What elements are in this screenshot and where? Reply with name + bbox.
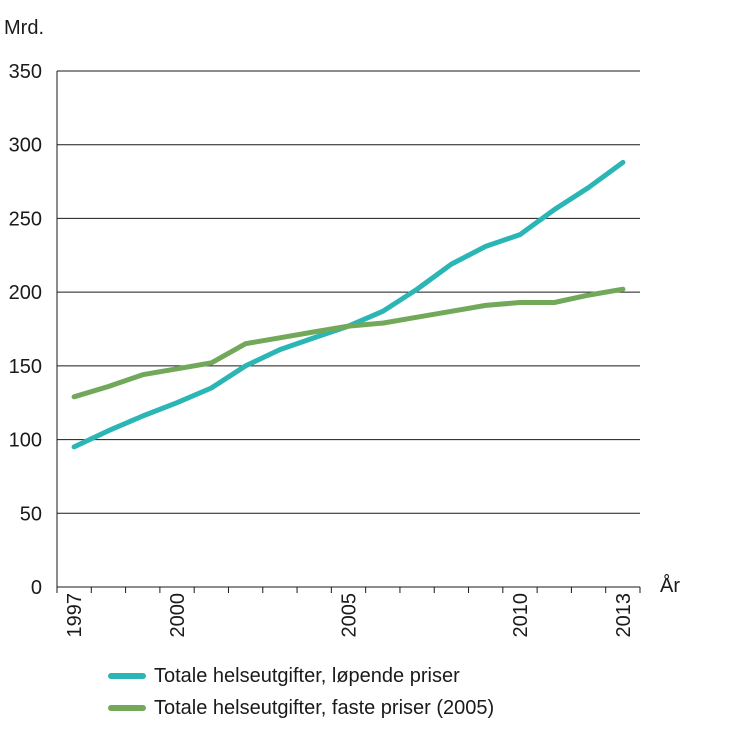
legend-label: Totale helseutgifter, faste priser (2005… bbox=[154, 696, 495, 719]
series-line bbox=[71, 286, 626, 400]
legend-swatch bbox=[108, 673, 146, 679]
y-tick-label: 250 bbox=[9, 208, 42, 230]
legend-item: Totale helseutgifter, faste priser (2005… bbox=[108, 692, 494, 724]
legend-item: Totale helseutgifter, løpende priser bbox=[108, 660, 494, 692]
x-tick-label: 2010 bbox=[510, 593, 532, 638]
y-tick-label: 150 bbox=[9, 356, 42, 378]
y-axis-label: Mrd. bbox=[4, 17, 44, 39]
y-tick-label: 300 bbox=[9, 135, 42, 157]
legend: Totale helseutgifter, løpende priser Tot… bbox=[108, 660, 494, 724]
x-axis-ticks: 1997 2000 2005 2010 2013 bbox=[64, 593, 635, 638]
x-tick-label: 2000 bbox=[167, 593, 189, 638]
gridlines bbox=[57, 70, 640, 514]
y-tick-label: 350 bbox=[9, 61, 42, 83]
legend-swatch bbox=[108, 705, 146, 711]
x-tick-label: 2005 bbox=[339, 593, 361, 638]
y-tick-label: 200 bbox=[9, 282, 42, 304]
y-tick-label: 100 bbox=[9, 430, 42, 452]
x-tick-label: 1997 bbox=[64, 593, 86, 638]
axes bbox=[56, 71, 641, 593]
line-chart: 0 50 100 150 200 250 300 350 1997 2000 2005 2010 20… bbox=[4, 17, 680, 638]
legend-label: Totale helseutgifter, løpende priser bbox=[154, 664, 460, 687]
x-tick-label: 2013 bbox=[613, 593, 635, 638]
y-tick-label: 50 bbox=[20, 503, 42, 525]
y-tick-label: 0 bbox=[31, 577, 42, 599]
x-axis-label: År bbox=[660, 574, 680, 597]
series-lines bbox=[71, 159, 626, 450]
y-axis-ticks: 0 50 100 150 200 250 300 350 bbox=[9, 61, 42, 599]
